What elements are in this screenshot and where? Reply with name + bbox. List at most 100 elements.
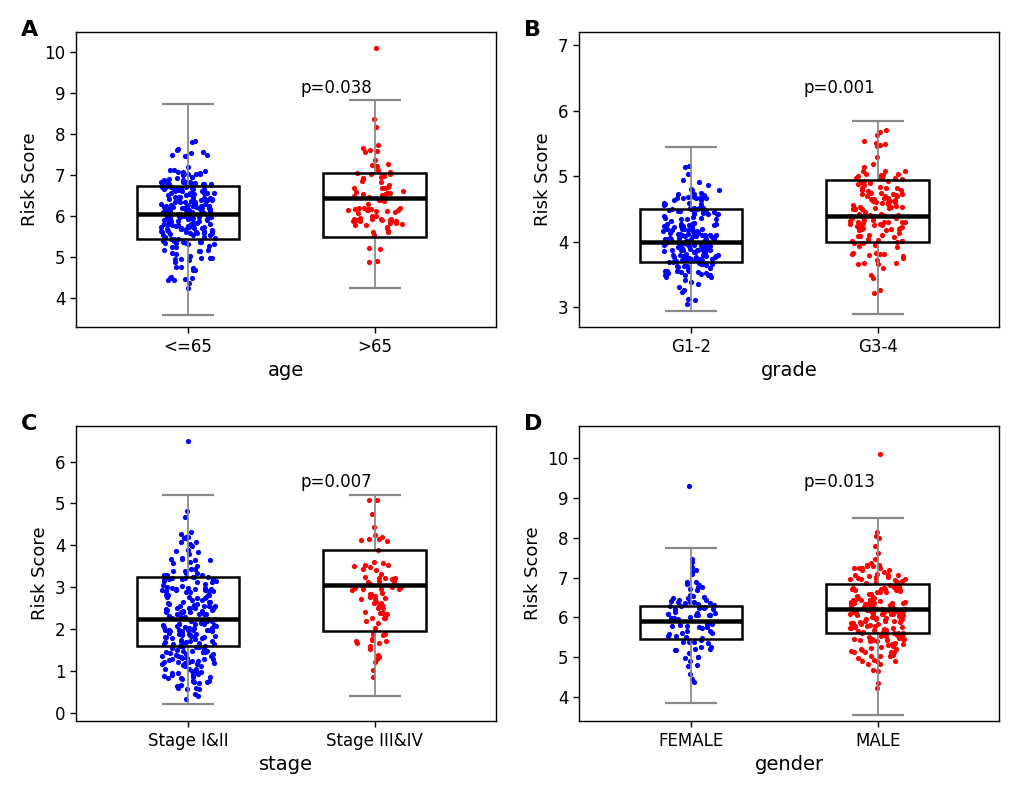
Point <box>862 187 878 200</box>
Point <box>184 192 201 204</box>
Point <box>181 606 198 619</box>
Point <box>168 143 184 156</box>
Point <box>375 602 391 615</box>
Point <box>706 250 722 263</box>
Point <box>676 274 692 287</box>
Point <box>685 210 701 223</box>
Point <box>373 213 389 226</box>
Point <box>852 594 868 607</box>
Point <box>843 583 859 595</box>
Point <box>167 196 183 208</box>
Point <box>169 679 185 692</box>
Point <box>169 172 185 184</box>
Point <box>177 204 194 216</box>
Point <box>695 191 711 204</box>
Point <box>697 206 713 219</box>
Point <box>392 580 409 593</box>
Point <box>682 611 698 623</box>
Point <box>196 231 212 243</box>
Point <box>173 184 190 197</box>
Point <box>157 635 173 648</box>
Point <box>162 200 178 213</box>
Point <box>891 610 907 622</box>
Point <box>890 626 906 639</box>
Point <box>853 184 869 196</box>
Point <box>166 185 182 198</box>
Point <box>867 571 883 584</box>
Point <box>339 204 356 217</box>
Point <box>156 183 172 196</box>
Point <box>155 235 171 247</box>
Point <box>865 592 881 605</box>
Point <box>181 634 198 647</box>
Text: B: B <box>524 20 541 41</box>
Point <box>847 607 863 619</box>
Point <box>854 203 870 215</box>
Point <box>666 606 683 619</box>
Point <box>697 259 713 272</box>
Point <box>848 608 864 621</box>
Point <box>167 241 183 254</box>
Point <box>186 176 203 189</box>
Point <box>673 243 689 256</box>
Point <box>192 677 208 689</box>
Point <box>179 282 196 295</box>
Point <box>198 607 214 620</box>
Point <box>204 194 220 207</box>
Point <box>692 268 708 281</box>
Point <box>887 574 903 587</box>
Point <box>842 218 858 231</box>
Point <box>167 583 183 595</box>
Point <box>184 571 201 584</box>
Point <box>894 633 910 646</box>
Point <box>846 594 862 607</box>
Point <box>675 635 691 648</box>
Point <box>891 615 907 628</box>
Point <box>673 228 689 241</box>
Point <box>204 576 220 589</box>
Point <box>675 192 691 204</box>
Point <box>852 615 868 628</box>
Point <box>376 195 392 207</box>
Point <box>155 206 171 219</box>
Point <box>159 603 175 616</box>
Point <box>184 200 201 212</box>
Y-axis label: Risk Score: Risk Score <box>524 527 541 620</box>
Point <box>702 271 718 284</box>
Point <box>159 219 175 231</box>
Point <box>853 561 869 574</box>
Point <box>368 160 384 173</box>
Point <box>896 165 912 177</box>
Point <box>177 201 194 214</box>
Point <box>196 646 212 658</box>
Point <box>695 243 711 256</box>
Point <box>172 678 189 691</box>
Point <box>202 595 218 608</box>
Point <box>870 126 887 138</box>
Point <box>893 621 909 634</box>
Point <box>174 596 191 609</box>
Point <box>374 557 390 570</box>
Point <box>361 533 377 546</box>
Point <box>879 638 896 651</box>
Point <box>181 187 198 200</box>
Point <box>877 181 894 194</box>
Point <box>691 202 707 215</box>
Point <box>677 596 693 609</box>
Point <box>203 179 219 192</box>
Point <box>707 250 723 262</box>
Point <box>857 577 873 590</box>
Point <box>178 683 195 696</box>
Point <box>694 223 710 235</box>
Point <box>164 200 180 213</box>
Point <box>664 249 681 262</box>
Point <box>187 641 204 653</box>
Point <box>181 207 198 219</box>
Point <box>678 235 694 248</box>
Point <box>886 580 902 593</box>
Point <box>669 232 686 245</box>
Point <box>847 584 863 596</box>
Point <box>160 624 176 637</box>
Point <box>163 232 179 245</box>
Point <box>861 594 877 607</box>
